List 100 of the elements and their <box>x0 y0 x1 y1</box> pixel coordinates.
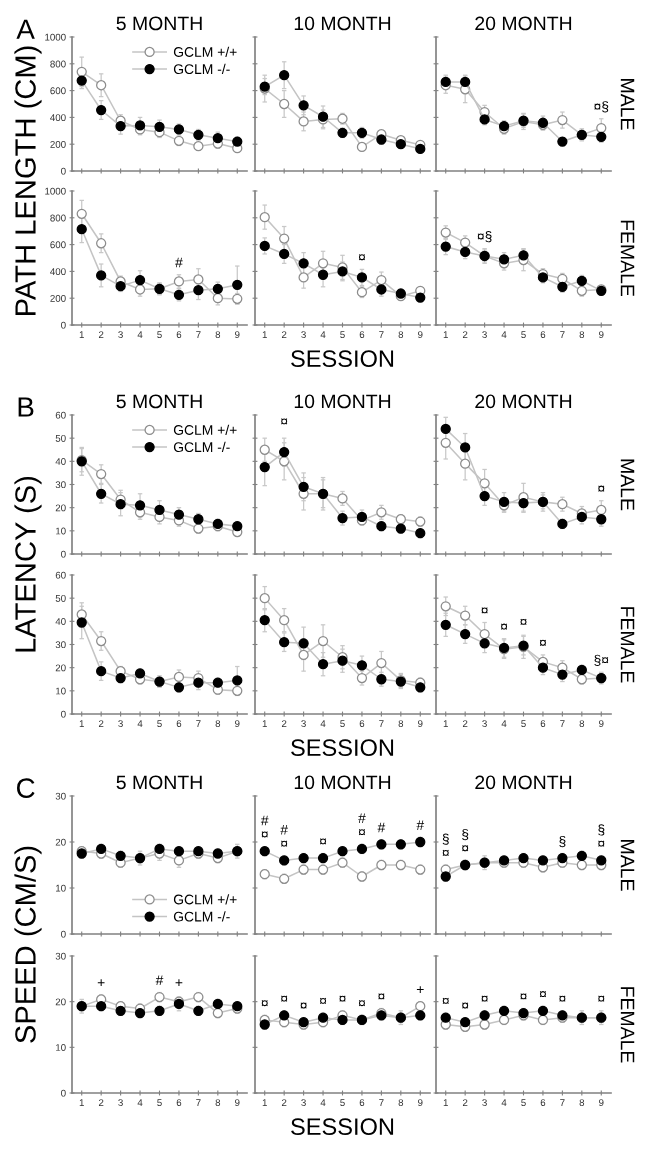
y-tick-label: 10 <box>56 1044 66 1051</box>
annotation: ¤ <box>462 845 469 852</box>
x-tick-label: 3 <box>118 1099 123 1107</box>
x-tick-label: 2 <box>281 1099 287 1106</box>
y-tick-label: 10 <box>56 527 66 535</box>
y-tick-label: 20 <box>55 998 66 1006</box>
x-tick-label: 7 <box>196 720 201 727</box>
x-tick-label: 8 <box>398 720 404 728</box>
annotation: ¤ <box>319 997 327 1005</box>
chart-title: 5 MONTH <box>116 775 202 790</box>
x-tick-label: 3 <box>118 331 123 339</box>
y-tick-label: 600 <box>50 87 66 95</box>
x-tick-label: 7 <box>196 331 201 338</box>
x-tick-label: 8 <box>398 331 404 339</box>
annotation: ¤ <box>442 849 449 856</box>
annotation: ¤ <box>462 1002 469 1009</box>
x-tick-label: 9 <box>418 720 423 728</box>
annotation: # <box>260 815 269 826</box>
y-tick-label: 600 <box>50 241 66 249</box>
chart-title: 10 MONTH <box>294 394 391 409</box>
annotation: + <box>416 986 424 993</box>
x-tick-label: 7 <box>379 720 384 727</box>
x-tick-label: 5 <box>157 331 162 339</box>
annotation: # <box>416 820 425 830</box>
y-tick-label: 800 <box>50 60 66 68</box>
x-axis-title: SESSION <box>291 739 394 757</box>
y-tick-label: 0 <box>61 710 66 718</box>
x-tick-label: 2 <box>462 1099 468 1106</box>
chart-title: 5 MONTH <box>116 16 202 31</box>
y-tick-label: 200 <box>50 294 66 302</box>
x-tick-label: 5 <box>521 720 526 728</box>
y2-axis-title: FEMALE <box>620 220 635 297</box>
x-tick-label: 4 <box>501 720 507 727</box>
x-tick-label: 4 <box>320 1099 326 1106</box>
x-tick-label: 6 <box>359 331 365 339</box>
y-axis-title: SPEED (CM/S) <box>14 846 42 1043</box>
y-tick-label: 20 <box>55 504 66 512</box>
chart-title: 5 MONTH <box>116 394 202 409</box>
annotation: ¤ <box>598 485 605 492</box>
annotation: §¤ <box>594 654 609 666</box>
x-tick-label: 6 <box>540 720 546 728</box>
annotation: ¤ <box>481 995 488 1002</box>
x-tick-label: 4 <box>501 1099 507 1106</box>
annotation: ¤ <box>539 639 547 646</box>
annotation: ¤ <box>481 607 488 614</box>
x-tick-label: 3 <box>301 331 306 339</box>
y-tick-label: 800 <box>50 214 66 222</box>
annotation: # <box>377 822 386 833</box>
annotation: ¤ <box>281 418 288 425</box>
x-tick-label: 8 <box>215 1099 221 1107</box>
y-tick-label: 10 <box>56 687 66 695</box>
annotation: ¤ <box>261 1000 268 1007</box>
legend-label: GCLM +/+ <box>173 894 237 905</box>
x-tick-label: 9 <box>418 331 423 339</box>
chart-title: 20 MONTH <box>475 394 572 409</box>
x-tick-label: 3 <box>482 720 487 728</box>
y-tick-label: 20 <box>55 838 66 846</box>
x-tick-label: 5 <box>340 1099 345 1107</box>
annotation: ¤ <box>598 840 605 847</box>
x-tick-label: 6 <box>359 720 365 728</box>
legend-label: GCLM +/+ <box>173 46 237 57</box>
y-tick-label: 20 <box>55 664 66 672</box>
y-tick-label: 1000 <box>45 33 66 41</box>
annotation: + <box>97 979 105 987</box>
annotation: ¤ <box>319 838 327 845</box>
chart-title: 20 MONTH <box>475 775 572 790</box>
annotation: ¤ <box>500 623 508 630</box>
x-tick-label: 4 <box>137 1099 143 1106</box>
annotation: ¤ <box>300 1002 307 1009</box>
x-tick-label: 2 <box>462 720 468 727</box>
annotation: § <box>462 828 469 841</box>
x-tick-label: 6 <box>176 1099 182 1107</box>
x-axis-title: SESSION <box>291 350 394 368</box>
x-tick-label: 6 <box>540 331 546 339</box>
x-tick-label: 9 <box>235 720 240 728</box>
annotation: ¤ <box>358 254 366 261</box>
annotation: ¤ <box>539 990 547 998</box>
chart-title: 20 MONTH <box>475 16 572 31</box>
x-tick-label: 2 <box>281 331 287 338</box>
legend-label: GCLM -/- <box>173 63 230 75</box>
x-tick-label: 1 <box>262 331 267 338</box>
y-tick-label: 0 <box>61 1089 66 1097</box>
annotation: § <box>442 833 449 845</box>
x-tick-label: 7 <box>379 1099 384 1106</box>
x-tick-label: 8 <box>215 331 221 339</box>
y-tick-label: 40 <box>55 458 66 465</box>
x-tick-label: 4 <box>137 720 143 727</box>
x-tick-label: 1 <box>443 720 448 727</box>
annotation: # <box>175 257 183 268</box>
x-tick-label: 6 <box>176 331 182 339</box>
x-tick-label: 1 <box>79 331 84 338</box>
x-tick-label: 8 <box>579 331 585 339</box>
text: C <box>17 778 35 798</box>
annotation: ¤ <box>559 995 566 1002</box>
x-tick-label: 8 <box>215 720 221 728</box>
y-tick-label: 200 <box>50 140 66 148</box>
x-tick-label: 9 <box>235 331 240 339</box>
chart-title: 10 MONTH <box>294 16 391 31</box>
text: A <box>16 19 35 39</box>
annotation: ¤ <box>281 995 288 1002</box>
